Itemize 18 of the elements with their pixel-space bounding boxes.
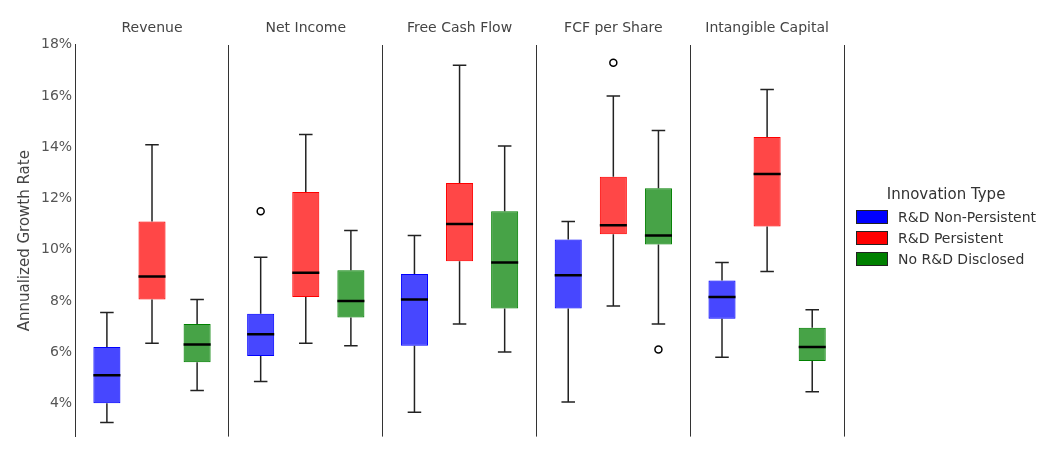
y-tick-label: 8% <box>49 291 73 308</box>
legend-label: R&D Non-Persistent <box>898 208 1037 225</box>
legend-title: Innovation Type <box>885 184 1007 203</box>
legend-label: R&D Persistent <box>898 229 1004 246</box>
x-tick-label: Net Income <box>265 19 347 36</box>
y-tick-label: 16% <box>40 86 73 103</box>
y-tick-label: 18% <box>40 35 73 52</box>
x-tick-label: FCF per Share <box>564 19 663 36</box>
y-tick-label: 4% <box>49 393 73 410</box>
x-tick-label: Free Cash Flow <box>407 19 513 36</box>
x-tick-label: Intangible Capital <box>705 19 829 36</box>
y-tick-label: 10% <box>40 240 73 257</box>
y-tick-label: 14% <box>40 137 73 154</box>
y-tick-label: 12% <box>40 189 73 206</box>
legend-label: No R&D Disclosed <box>898 250 1025 267</box>
x-tick-label: Revenue <box>121 19 183 36</box>
y-axis-title: Annualized Growth Rate <box>14 150 33 332</box>
y-tick-label: 6% <box>49 342 73 359</box>
